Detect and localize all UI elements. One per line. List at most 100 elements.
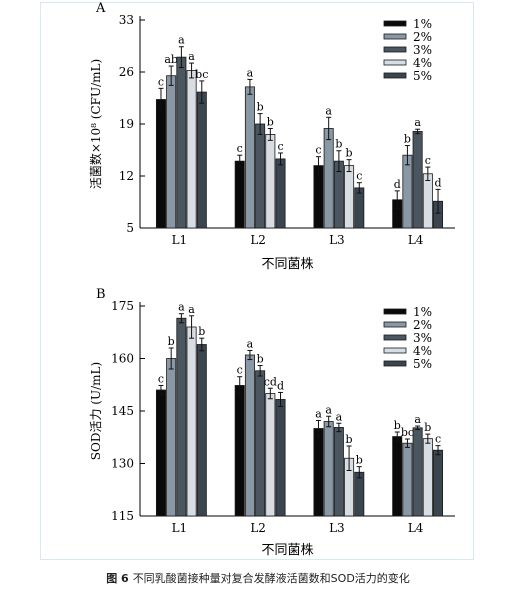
significance-letter: c [237,142,243,155]
bar [422,173,433,229]
x-tick-label: L1 [172,521,188,535]
bar [196,91,207,229]
legend-label: 3% [413,331,432,345]
legend-label: 3% [413,43,432,57]
significance-letter: a [188,303,195,316]
significance-letter: c [435,433,441,446]
legend-swatch [383,347,407,354]
bar [234,385,245,517]
significance-letter: d [277,379,284,392]
bar [354,187,365,229]
bar [166,358,177,517]
x-axis-label: 不同菌株 [261,543,313,558]
bar [323,421,334,517]
legend-label: 2% [413,318,432,332]
bar [255,123,266,229]
significance-letter: a [188,50,195,63]
bar [196,344,207,517]
significance-letter: c [356,170,362,183]
legend-swatch [383,72,407,79]
figure-caption: 图 6 不同乳酸菌接种量对复合发酵液活菌数和SOD活力的变化 [0,570,516,586]
significance-letter: c [425,154,431,167]
significance-letter: b [404,133,411,146]
significance-letter: c [277,140,283,153]
significance-letter: bc [195,68,208,81]
y-tick-label: 5 [126,221,134,235]
bar [412,427,423,517]
significance-letter: b [335,138,342,151]
legend-swatch [383,20,407,27]
significance-letter: b [394,419,401,432]
bar [166,75,177,229]
significance-letter: c [158,75,164,88]
significance-letter: a [178,34,185,47]
bar [176,317,187,517]
y-tick-label: 145 [111,404,134,418]
significance-letter: b [346,433,353,446]
significance-letter: a [414,413,421,426]
bar [155,99,166,229]
legend-label: 1% [413,17,432,31]
bar [392,436,403,517]
significance-letter: b [168,335,175,348]
y-tick-label: 19 [119,117,134,131]
y-tick-label: 12 [119,169,134,183]
y-axis-label: 活菌数×10⁸ (CFU/mL) [88,59,103,189]
significance-letter: a [315,407,322,420]
y-tick-label: 33 [119,13,134,27]
bar [186,70,197,229]
significance-letter: a [247,66,254,79]
bar [412,131,423,229]
caption-text: 不同乳酸菌接种量对复合发酵液活菌数和SOD活力的变化 [132,572,410,585]
y-tick-label: 115 [111,509,134,523]
legend-swatch [383,308,407,315]
significance-letter: c [237,364,243,377]
bar [333,427,344,517]
bar [275,158,286,229]
legend-label: 4% [413,56,432,70]
x-tick-label: L3 [329,233,345,247]
significance-letter: b [198,325,205,338]
bar [234,160,245,229]
significance-letter: b [257,353,264,366]
bar [433,449,444,517]
bar [275,399,286,517]
legend-swatch [383,334,407,341]
bar [402,154,413,229]
y-tick-label: 130 [111,457,134,471]
panel-label-A: A [95,1,106,16]
significance-letter: a [414,116,421,129]
legend-label: 2% [413,30,432,44]
caption-number: 图 6 [106,572,129,585]
bar [155,389,166,517]
bar [176,56,187,229]
legend-swatch [383,33,407,40]
significance-letter: bc [401,426,414,439]
bar [313,428,324,517]
bar [244,86,255,229]
significance-letter: d [394,178,401,191]
significance-letter: b [267,115,274,128]
significance-letter: c [315,144,321,157]
legend-swatch [383,360,407,367]
bar [344,165,355,229]
panel-label-B: B [96,287,106,302]
significance-letter: c [158,372,164,385]
significance-letter: a [247,337,254,350]
bar [244,354,255,517]
legend-label: 4% [413,344,432,358]
x-tick-label: L4 [408,521,424,535]
x-tick-label: L2 [250,521,266,535]
significance-letter: b [257,101,264,114]
y-tick-label: 160 [111,352,134,366]
bar [265,133,276,229]
bar [354,471,365,517]
significance-letter: cd [264,375,277,388]
bar [255,370,266,517]
x-tick-label: L2 [250,233,266,247]
bar [402,442,413,517]
bar [323,128,334,229]
significance-letter: b [346,147,353,160]
x-tick-label: L3 [329,521,345,535]
